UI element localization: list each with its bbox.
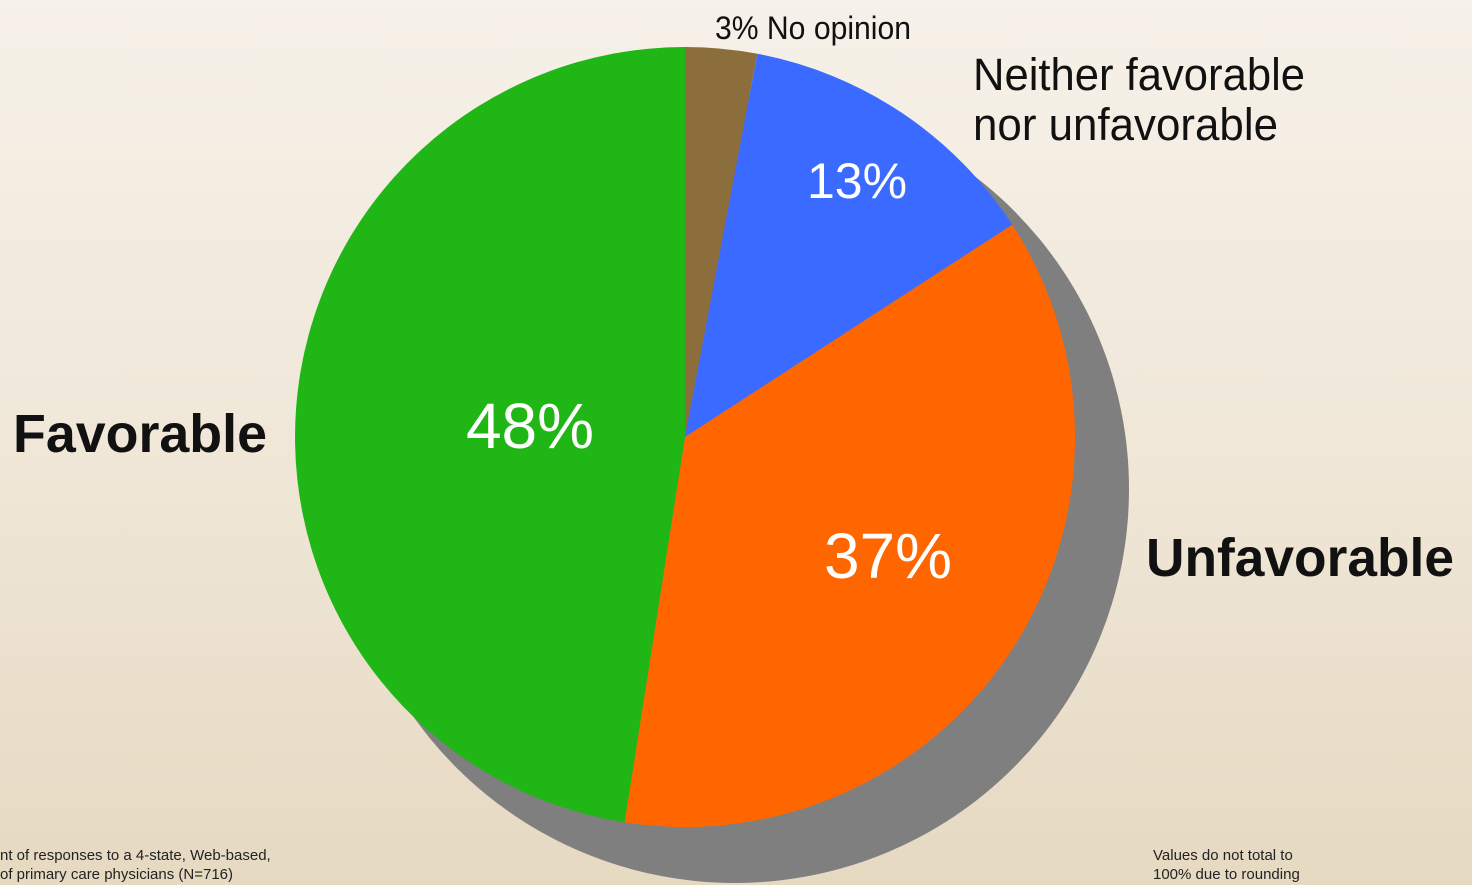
- footnote-right-line2: 100% due to rounding: [1153, 866, 1300, 883]
- value-label-favorable: 48%: [466, 390, 594, 462]
- footnote-right-line1: Values do not total to: [1153, 847, 1293, 864]
- pie-slice-neither-favorable-nor-unfavorable: [685, 53, 1013, 438]
- pie-slice-no-opinion: [685, 47, 758, 437]
- value-label-unfavorable: 37%: [824, 520, 952, 592]
- footnote-left: nt of responses to a 4-state, Web-based,…: [0, 846, 271, 884]
- footnote-right: Values do not total to 100% due to round…: [1153, 846, 1300, 884]
- category-label-no-opinion: 3% No opinion: [715, 10, 911, 46]
- pie-slice-unfavorable: [624, 224, 1075, 827]
- category-label-unfavorable: Unfavorable: [1146, 528, 1454, 588]
- category-label-neither-line1: Neither favorable: [973, 49, 1305, 100]
- pie-slice-favorable: [295, 47, 685, 823]
- footnote-left-line1: nt of responses to a 4-state, Web-based,: [0, 847, 271, 864]
- category-label-neither-line2: nor unfavorable: [973, 99, 1278, 150]
- footnote-left-line2: of primary care physicians (N=716): [0, 866, 234, 883]
- value-label-neither: 13%: [807, 153, 907, 209]
- category-label-favorable: Favorable: [13, 404, 267, 464]
